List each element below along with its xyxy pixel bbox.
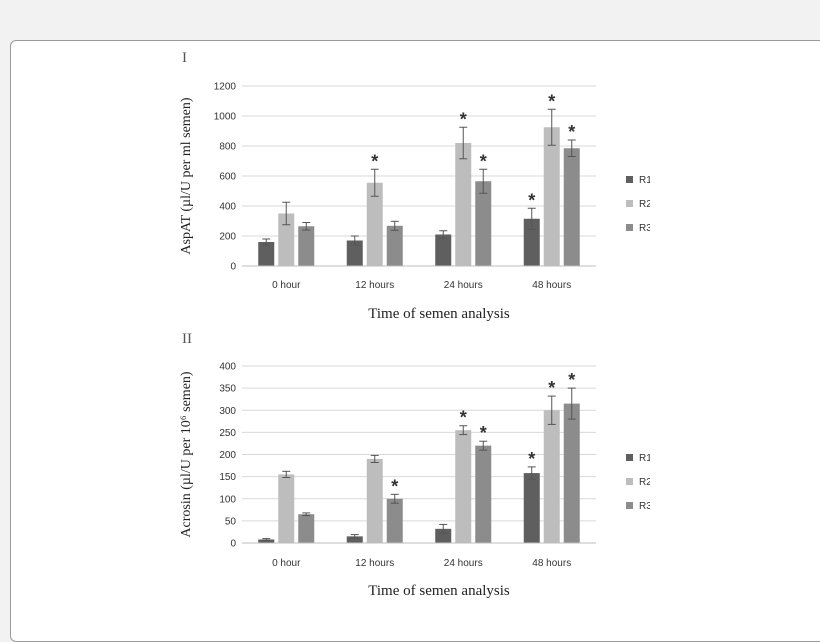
y-tick-label: 800 <box>219 142 236 153</box>
y-tick-label: 150 <box>219 472 236 483</box>
panel-acrosin: II 0 50 100 150 200 250 300 350 400 0 hour 12 hours… <box>179 331 652 599</box>
x-tick-label: 48 hours <box>532 280 571 291</box>
bar-r1 <box>523 473 540 543</box>
legend-label: R2 <box>639 477 650 488</box>
y-tick-label: 600 <box>219 172 236 183</box>
x-axis-title: Time of semen analysis <box>368 306 510 322</box>
y-tick-label: 100 <box>219 494 236 505</box>
bar-r2 <box>543 127 560 266</box>
legend-label: R1 <box>639 175 650 186</box>
figure-panel: I 0 200 400 600 800 1000 1200 0 hour 12 hours * 24 … <box>176 50 652 603</box>
bar-r2 <box>366 458 383 543</box>
y-tick-label: 200 <box>219 450 236 461</box>
significance-marker: * <box>548 91 555 111</box>
y-tick-label: 400 <box>219 362 236 373</box>
legend-swatch <box>626 224 633 231</box>
bar-r3 <box>386 498 403 543</box>
bar-r3 <box>475 445 492 543</box>
bar-r1 <box>523 218 540 266</box>
legend-label: R3 <box>639 501 650 512</box>
bar-r2 <box>455 143 472 266</box>
y-axis-title: AspAT (µl/U per ml semen) <box>179 97 194 254</box>
panel-label: II <box>182 331 192 347</box>
x-tick-label: 0 hour <box>272 280 301 291</box>
bar-r2 <box>543 410 560 543</box>
legend-swatch <box>626 502 633 509</box>
bar-r1 <box>346 240 363 266</box>
y-tick-label: 400 <box>219 202 236 213</box>
bar-r1 <box>435 528 452 543</box>
y-tick-label: 0 <box>230 262 236 273</box>
y-tick-label: 50 <box>225 516 237 527</box>
significance-marker: * <box>391 476 398 496</box>
y-tick-label: 1200 <box>214 82 237 93</box>
x-tick-label: 24 hours <box>444 558 483 569</box>
significance-marker: * <box>548 378 555 398</box>
bar-r3 <box>475 181 492 266</box>
significance-marker: * <box>480 151 487 171</box>
x-axis-title: Time of semen analysis <box>368 583 510 599</box>
x-tick-label: 24 hours <box>444 280 483 291</box>
bar-r2 <box>455 430 472 543</box>
significance-marker: * <box>528 449 535 469</box>
y-tick-label: 350 <box>219 384 236 395</box>
bar-r2 <box>278 474 295 543</box>
y-tick-label: 300 <box>219 406 236 417</box>
legend-swatch <box>626 454 633 461</box>
significance-marker: * <box>568 122 575 142</box>
bar-r1 <box>258 242 275 266</box>
y-tick-label: 1000 <box>214 112 237 123</box>
significance-marker: * <box>480 423 487 443</box>
y-tick-label: 200 <box>219 232 236 243</box>
bar-r3 <box>298 514 315 543</box>
bar-r3 <box>563 403 580 543</box>
legend-label: R3 <box>639 223 650 234</box>
x-tick-label: 0 hour <box>272 558 301 569</box>
significance-marker: * <box>568 370 575 390</box>
significance-marker: * <box>460 408 467 428</box>
bar-r1 <box>435 234 452 266</box>
bar-r2 <box>366 182 383 266</box>
bar-r2 <box>278 213 295 266</box>
legend-swatch <box>626 478 633 485</box>
x-tick-label: 48 hours <box>532 558 571 569</box>
y-tick-label: 250 <box>219 428 236 439</box>
bar-r1 <box>346 536 363 543</box>
bar-r1 <box>258 539 275 543</box>
bar-r3 <box>386 225 403 266</box>
x-tick-label: 12 hours <box>355 558 394 569</box>
legend-swatch <box>626 200 633 207</box>
significance-marker: * <box>460 109 467 129</box>
significance-marker: * <box>528 190 535 210</box>
legend-label: R2 <box>639 199 650 210</box>
y-tick-label: 0 <box>230 539 236 550</box>
panel-aspat: I 0 200 400 600 800 1000 1200 0 hour 12 hours * 24 … <box>179 50 652 322</box>
bar-r3 <box>298 226 315 266</box>
x-tick-label: 12 hours <box>355 280 394 291</box>
legend-label: R1 <box>639 453 650 464</box>
significance-marker: * <box>371 151 378 171</box>
y-axis-title: Acrosin (µl/U per 10⁶ semen) <box>179 371 194 537</box>
legend-swatch <box>626 176 633 183</box>
panel-label: I <box>182 50 187 66</box>
bar-r3 <box>563 148 580 266</box>
